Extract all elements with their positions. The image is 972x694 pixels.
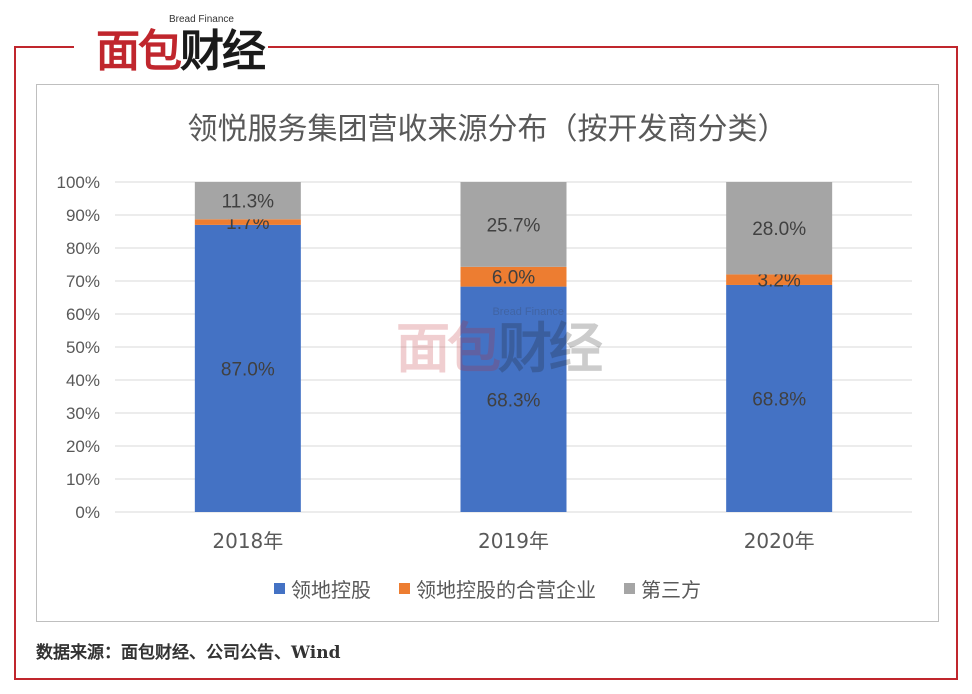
- chart-title: 领悦服务集团营收来源分布（按开发商分类）: [187, 112, 788, 147]
- data-label: 87.0%: [221, 359, 275, 380]
- legend-swatch-series-2: [399, 583, 410, 594]
- logo-english: Bread Finance: [168, 14, 234, 25]
- logo-cn-part2: 财经: [180, 26, 266, 77]
- bar-segment: [194, 219, 301, 225]
- data-label: 25.7%: [487, 215, 541, 236]
- x-tick-label: 2018年: [212, 529, 283, 553]
- legend-swatch-series-3: [624, 583, 635, 594]
- bar-segment: [460, 286, 567, 512]
- frame-left: [14, 46, 16, 680]
- y-tick-label: 50%: [66, 338, 100, 357]
- data-label: 68.3%: [487, 390, 541, 411]
- y-tick-label: 70%: [66, 272, 100, 291]
- data-label: 3.2%: [758, 271, 801, 292]
- x-tick-label: 2020年: [744, 529, 815, 553]
- data-label: 11.3%: [222, 192, 275, 213]
- logo-chinese: 面包 财经: [96, 26, 266, 78]
- legend-label-series-2: 领地控股的合营企业: [416, 578, 596, 602]
- y-tick-label: 10%: [66, 470, 100, 489]
- bar-segment: [460, 266, 567, 287]
- legend-label-series-3: 第三方: [641, 578, 701, 602]
- brand-logo: Bread Finance 面包 财经: [72, 14, 266, 80]
- y-tick-label: 100%: [57, 173, 100, 192]
- frame-right: [956, 46, 958, 680]
- legend-item-series-3: 第三方: [624, 574, 701, 603]
- frame-top-right: [268, 46, 958, 48]
- legend-item-series-1: 领地控股: [274, 574, 371, 603]
- legend-item-series-2: 领地控股的合营企业: [399, 574, 596, 603]
- bar-segment: [726, 284, 833, 512]
- y-tick-label: 40%: [66, 371, 100, 390]
- y-tick-label: 80%: [66, 239, 100, 258]
- y-tick-label: 30%: [66, 404, 100, 423]
- bar-segment: [726, 182, 833, 275]
- y-tick-label: 90%: [66, 206, 100, 225]
- legend-label-series-1: 领地控股: [291, 578, 371, 602]
- x-tick-label: 2019年: [478, 529, 549, 553]
- frame-top-left: [14, 46, 74, 48]
- bar-segment: [726, 274, 833, 285]
- y-tick-label: 60%: [66, 305, 100, 324]
- bar-segment: [194, 182, 301, 220]
- chart-legend: 领地控股 领地控股的合营企业 第三方: [36, 574, 939, 603]
- frame-bottom: [14, 678, 958, 680]
- bar-segment: [460, 182, 567, 267]
- data-label: 6.0%: [492, 268, 535, 289]
- data-label: 68.8%: [752, 389, 806, 410]
- logo-cn-part1: 面包: [96, 26, 182, 77]
- bar-segment: [194, 224, 301, 512]
- data-label: 28.0%: [752, 219, 806, 240]
- source-note: 数据来源：面包财经、公司公告、Wind: [36, 643, 341, 663]
- y-tick-label: 20%: [66, 437, 100, 456]
- legend-swatch-series-1: [274, 583, 285, 594]
- y-tick-label: 0%: [75, 503, 100, 522]
